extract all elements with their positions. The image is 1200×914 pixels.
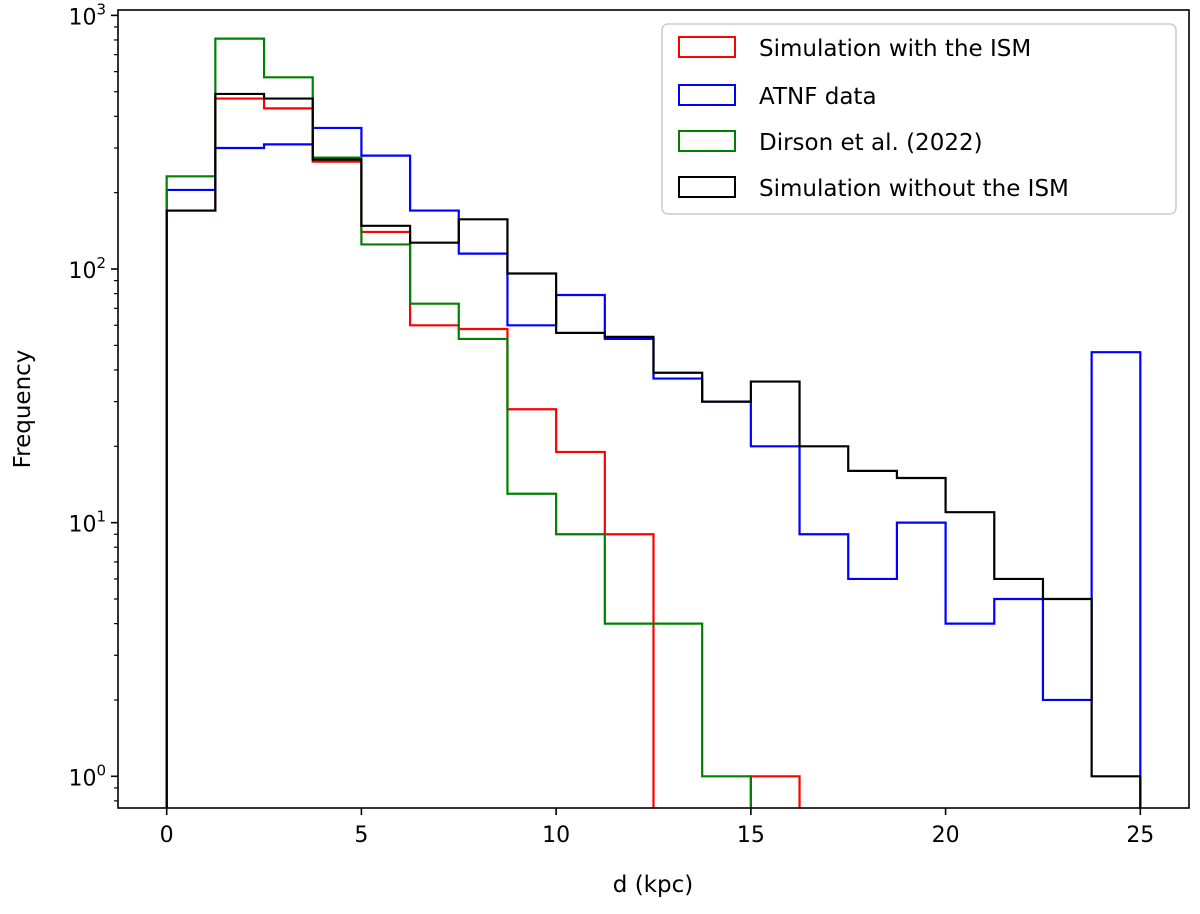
x-tick-label: 0 [160, 823, 174, 848]
y-tick-label: 101 [68, 508, 106, 538]
x-tick-label: 20 [932, 823, 960, 848]
y-tick-label: 100 [68, 761, 106, 791]
legend: Simulation with the ISM ATNF data Dirson… [661, 23, 1177, 215]
x-tick-label: 15 [737, 823, 765, 848]
y-axis-label: Frequency [10, 350, 36, 469]
legend-label-with-ism: Simulation with the ISM [759, 36, 1031, 62]
x-tick-label: 5 [354, 823, 368, 848]
series-line-1 [165, 97, 801, 808]
series-line-4 [165, 92, 1142, 808]
legend-swatch-atnf [678, 84, 736, 106]
x-tick-label: 10 [542, 823, 570, 848]
x-axis-label: d (kpc) [613, 872, 693, 898]
legend-label-without-ism: Simulation without the ISM [759, 176, 1069, 202]
y-tick-label: 103 [68, 0, 106, 30]
series-layer [165, 37, 1142, 808]
legend-swatch-with-ism [678, 36, 736, 58]
legend-box [661, 23, 1177, 215]
x-tick-label: 25 [1126, 823, 1154, 848]
legend-label-dirson: Dirson et al. (2022) [759, 130, 983, 156]
legend-label-atnf: ATNF data [759, 84, 877, 110]
ticks-layer: 0 5 10 15 20 25 100 101 102 103 [68, 0, 1154, 848]
legend-swatch-without-ism [678, 176, 736, 198]
plot-frame [117, 9, 1190, 809]
legend-swatch-dirson [678, 130, 736, 152]
series-line-3 [165, 37, 752, 808]
y-tick-label: 102 [68, 254, 106, 284]
